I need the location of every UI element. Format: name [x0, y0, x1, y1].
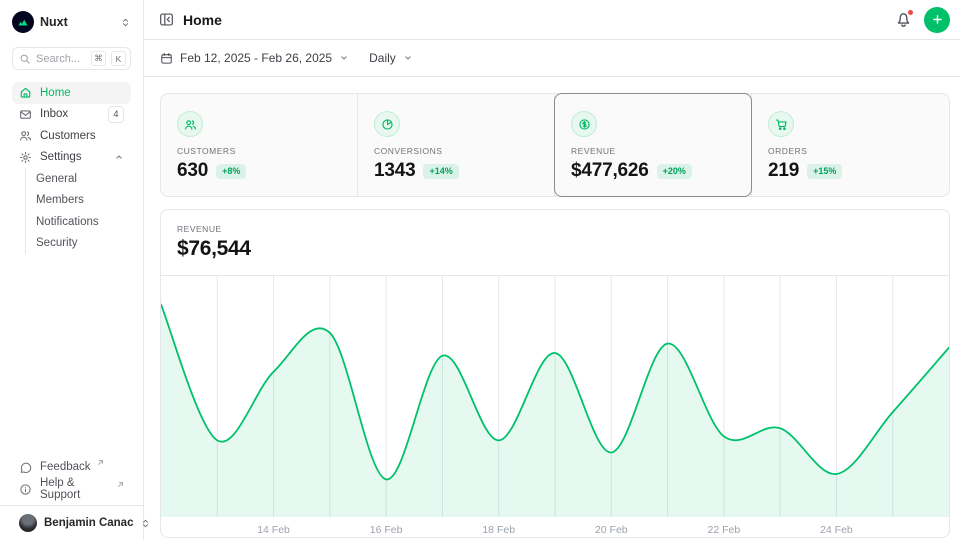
stat-delta-badge: +8% — [216, 164, 246, 179]
date-range-label: Feb 12, 2025 - Feb 26, 2025 — [180, 51, 332, 65]
external-link-icon — [97, 459, 104, 466]
user-menu[interactable]: Benjamin Canac — [12, 506, 131, 532]
child-label: Security — [36, 237, 78, 249]
sidebar-item-label: Customers — [40, 130, 96, 142]
sidebar-item-home[interactable]: Home — [12, 82, 131, 104]
sidebar-item-inbox[interactable]: Inbox 4 — [12, 104, 131, 126]
sidebar: Nuxt Search... ⌘ K Home — [0, 0, 144, 540]
sidebar-item-general[interactable]: General — [26, 168, 131, 190]
shopping-cart-icon — [768, 111, 794, 137]
sidebar-item-notifications[interactable]: Notifications — [26, 211, 131, 233]
stats-row: CUSTOMERS 630 +8% CONVERSIONS 1343 +14% — [160, 93, 950, 197]
collapse-sidebar-button[interactable] — [159, 12, 174, 27]
workspace-name: Nuxt — [40, 15, 68, 29]
users-icon — [19, 129, 32, 142]
calendar-icon — [160, 52, 173, 65]
message-circle-icon — [19, 461, 32, 474]
notifications-button[interactable] — [895, 11, 912, 28]
period-select[interactable]: Daily — [369, 51, 413, 65]
sidebar-footer: Feedback Help & Support Ben — [12, 456, 131, 532]
chevron-up-icon — [114, 152, 124, 162]
stat-value: 1343 — [374, 160, 415, 182]
stat-label: REVENUE — [571, 146, 735, 156]
footer-item-label: Help & Support — [40, 477, 111, 501]
sidebar-item-customers[interactable]: Customers — [12, 125, 131, 147]
feedback-link[interactable]: Feedback — [12, 456, 131, 478]
stat-card-orders[interactable]: ORDERS 219 +15% — [752, 94, 949, 196]
search-placeholder: Search... — [36, 53, 80, 65]
stat-label: CONVERSIONS — [374, 146, 538, 156]
sidebar-item-label: Home — [40, 87, 71, 99]
search-icon — [19, 53, 31, 65]
help-support-link[interactable]: Help & Support — [12, 478, 131, 500]
external-link-icon — [117, 481, 124, 488]
svg-text:14 Feb: 14 Feb — [257, 524, 290, 536]
date-range-picker[interactable]: Feb 12, 2025 - Feb 26, 2025 — [160, 51, 349, 65]
sidebar-item-settings[interactable]: Settings — [12, 147, 131, 169]
svg-text:22 Feb: 22 Feb — [708, 524, 741, 536]
revenue-chart-card: REVENUE $76,544 14 Feb 16 Feb 18 Feb 20 Feb… — [160, 209, 950, 538]
revenue-area-chart[interactable]: 14 Feb 16 Feb 18 Feb 20 Feb 22 Feb 24 Feb — [161, 275, 949, 538]
inbox-count-badge: 4 — [108, 106, 124, 123]
user-name: Benjamin Canac — [44, 517, 133, 529]
stat-value: $477,626 — [571, 160, 649, 182]
avatar — [19, 514, 37, 532]
child-label: General — [36, 173, 77, 185]
chevron-down-icon — [339, 53, 349, 63]
home-icon — [19, 86, 32, 99]
chart-value: $76,544 — [177, 237, 933, 261]
search-input[interactable]: Search... ⌘ K — [12, 47, 131, 70]
nuxt-logo-icon — [12, 11, 34, 33]
stat-card-customers[interactable]: CUSTOMERS 630 +8% — [161, 94, 358, 196]
child-label: Notifications — [36, 216, 99, 228]
kbd-k: K — [111, 51, 126, 66]
svg-text:20 Feb: 20 Feb — [595, 524, 628, 536]
chevron-down-icon — [403, 53, 413, 63]
chevron-up-down-icon — [120, 17, 131, 28]
stat-label: CUSTOMERS — [177, 146, 341, 156]
stat-value: 630 — [177, 160, 208, 182]
chart-header: REVENUE $76,544 — [161, 210, 949, 275]
inbox-icon — [19, 108, 32, 121]
stat-card-revenue[interactable]: REVENUE $477,626 +20% — [555, 94, 752, 196]
main-area: Home Feb 12, — [144, 0, 960, 540]
chart-label: REVENUE — [177, 224, 933, 234]
period-label: Daily — [369, 51, 396, 65]
gear-icon — [19, 151, 32, 164]
filters-toolbar: Feb 12, 2025 - Feb 26, 2025 Daily — [144, 40, 960, 77]
circle-dollar-icon — [571, 111, 597, 137]
add-button[interactable] — [924, 7, 950, 33]
sidebar-nav: Home Inbox 4 Customers — [12, 82, 131, 254]
kbd-cmd: ⌘ — [91, 51, 106, 66]
sidebar-item-label: Inbox — [40, 108, 68, 120]
stat-delta-badge: +15% — [807, 164, 842, 179]
stat-card-conversions[interactable]: CONVERSIONS 1343 +14% — [358, 94, 555, 196]
users-icon — [177, 111, 203, 137]
page-title: Home — [183, 12, 222, 28]
svg-text:24 Feb: 24 Feb — [820, 524, 853, 536]
stat-delta-badge: +14% — [423, 164, 458, 179]
sidebar-item-security[interactable]: Security — [26, 233, 131, 255]
pie-chart-icon — [374, 111, 400, 137]
settings-children: General Members Notifications Security — [25, 168, 131, 254]
header-actions — [895, 7, 950, 33]
workspace-switcher[interactable]: Nuxt — [12, 10, 131, 34]
notification-dot — [907, 9, 914, 16]
stat-label: ORDERS — [768, 146, 933, 156]
stat-delta-badge: +20% — [657, 164, 692, 179]
page-content: CUSTOMERS 630 +8% CONVERSIONS 1343 +14% — [144, 77, 960, 538]
footer-item-label: Feedback — [40, 461, 91, 473]
sidebar-item-label: Settings — [40, 151, 82, 163]
page-header: Home — [144, 0, 960, 40]
svg-text:16 Feb: 16 Feb — [370, 524, 403, 536]
info-circle-icon — [19, 483, 32, 496]
child-label: Members — [36, 194, 84, 206]
stat-value: 219 — [768, 160, 799, 182]
svg-text:18 Feb: 18 Feb — [482, 524, 515, 536]
sidebar-item-members[interactable]: Members — [26, 190, 131, 212]
